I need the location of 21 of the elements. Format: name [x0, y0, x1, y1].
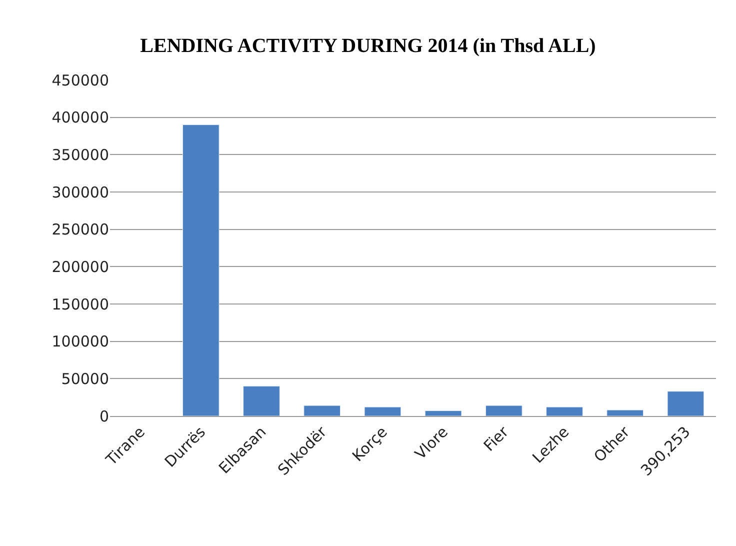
y-tick-label: 100000	[52, 332, 109, 351]
bar	[182, 124, 220, 416]
bar	[667, 391, 704, 416]
bar	[546, 406, 583, 416]
x-tick-label: Fier	[480, 422, 513, 455]
bar	[424, 410, 462, 416]
y-tick-label: 250000	[52, 220, 109, 239]
y-tick-label: 350000	[52, 146, 109, 164]
bar	[606, 410, 644, 416]
y-tick-label: 0	[99, 407, 109, 426]
y-tick-label: 200000	[52, 258, 109, 276]
chart-title: LENDING ACTIVITY DURING 2014 (in Thsd ALL)	[140, 35, 596, 58]
y-tick-label: 450000	[52, 71, 109, 90]
y-tick-label: 300000	[52, 183, 109, 202]
bar	[485, 405, 522, 416]
y-tick-label: 400000	[52, 108, 109, 127]
bar	[243, 386, 280, 416]
y-tick-label: 50000	[61, 370, 109, 388]
bar	[304, 405, 341, 416]
bar	[364, 406, 402, 416]
y-tick-label: 150000	[52, 295, 109, 314]
